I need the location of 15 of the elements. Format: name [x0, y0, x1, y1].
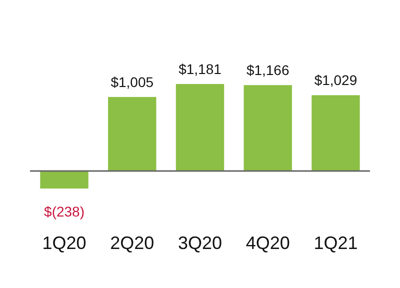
- bar: [244, 85, 292, 171]
- x-tick-label: 2Q20: [110, 233, 154, 253]
- data-label: $1,166: [246, 62, 290, 78]
- x-tick-label: 3Q20: [178, 233, 222, 253]
- x-tick-label: 1Q21: [314, 233, 358, 253]
- bar: [108, 96, 156, 171]
- bar: [40, 171, 88, 189]
- data-label: $(238): [44, 204, 85, 220]
- bar: [176, 84, 224, 171]
- bar: [312, 95, 360, 171]
- data-label: $1,005: [110, 74, 154, 90]
- x-tick-label: 4Q20: [246, 233, 290, 253]
- data-label: $1,029: [314, 72, 358, 88]
- x-tick-label: 1Q20: [42, 233, 86, 253]
- data-label: $1,181: [178, 61, 222, 77]
